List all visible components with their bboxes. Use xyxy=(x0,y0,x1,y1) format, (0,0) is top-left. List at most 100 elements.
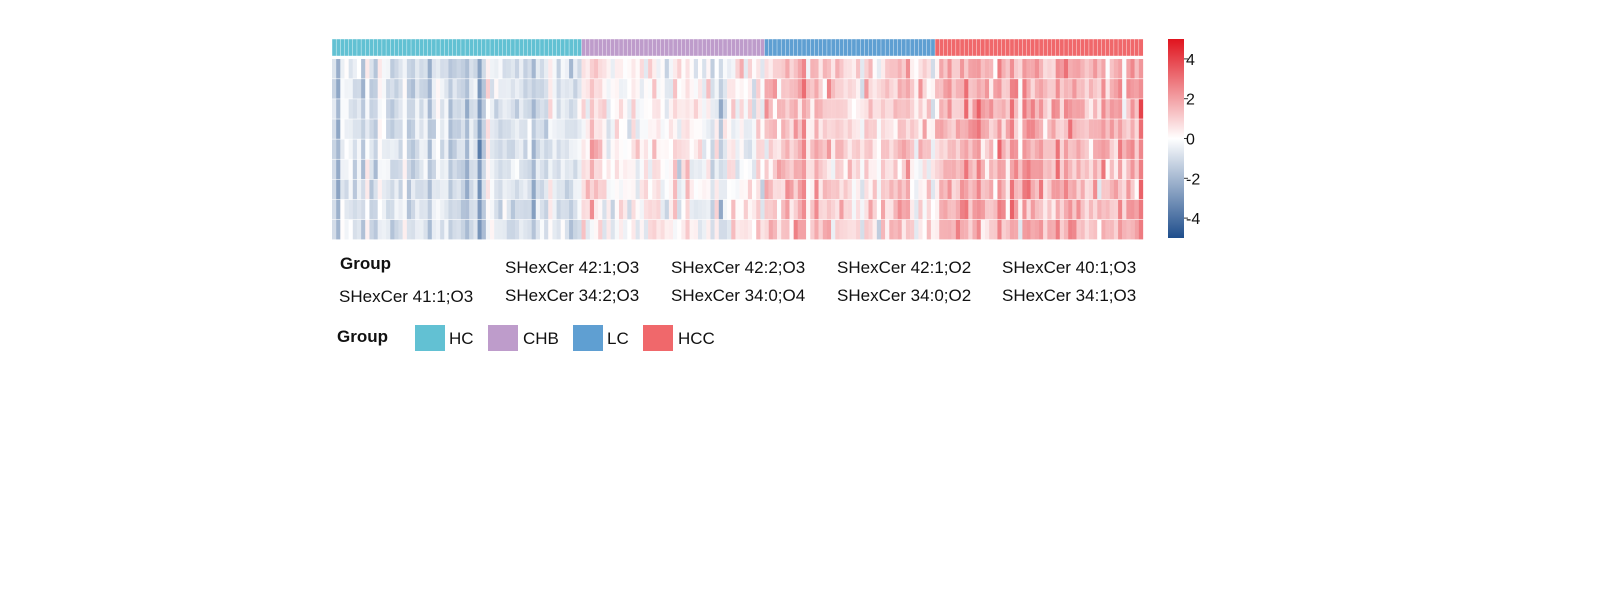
heatmap-cell xyxy=(980,99,986,119)
heatmap-cell xyxy=(668,219,674,240)
heatmap-cell xyxy=(810,159,815,180)
heatmap-cell xyxy=(494,219,499,240)
heatmap-cell xyxy=(673,119,678,139)
heatmap-cell xyxy=(427,99,432,119)
heatmap-cell xyxy=(369,179,374,200)
heatmap-cell xyxy=(1039,119,1044,139)
heatmap-cell xyxy=(960,139,965,159)
heatmap-cell xyxy=(668,59,674,79)
heatmap-cell xyxy=(781,119,786,139)
heatmap-cell xyxy=(930,59,936,79)
annotation-cell-chb xyxy=(710,38,716,57)
heatmap-cell xyxy=(390,179,395,200)
heatmap-cell xyxy=(989,99,994,119)
heatmap-cell xyxy=(697,199,703,220)
color-scale-tick-label: -4 xyxy=(1186,211,1200,228)
heatmap-cell xyxy=(1018,199,1023,220)
heatmap-cell xyxy=(506,119,511,139)
heatmap-cell xyxy=(714,179,719,200)
heatmap-cell xyxy=(1101,179,1106,200)
heatmap-cell xyxy=(1138,79,1144,99)
heatmap-cell xyxy=(398,59,403,79)
heatmap-cell xyxy=(789,79,794,99)
heatmap-cell xyxy=(502,59,507,79)
heatmap-cell xyxy=(635,139,640,159)
heatmap-cell xyxy=(352,159,358,180)
heatmap-cell xyxy=(465,79,470,99)
heatmap-cell xyxy=(564,199,570,220)
heatmap-cell xyxy=(444,59,449,79)
heatmap-cell xyxy=(394,219,399,240)
heatmap-cell xyxy=(1134,219,1139,240)
heatmap-cell xyxy=(968,59,973,79)
heatmap-cell xyxy=(635,99,640,119)
heatmap-cell xyxy=(419,59,424,79)
heatmap-cell xyxy=(361,139,366,159)
heatmap-cell xyxy=(377,139,383,159)
heatmap-cell xyxy=(702,179,707,200)
heatmap-cell xyxy=(868,79,873,99)
heatmap-cell xyxy=(1018,119,1023,139)
heatmap-cell xyxy=(352,59,358,79)
heatmap-cell xyxy=(377,59,383,79)
heatmap-cell xyxy=(810,79,815,99)
heatmap-cell xyxy=(722,159,728,180)
heatmap-cell xyxy=(777,119,782,139)
heatmap-cell xyxy=(955,79,961,99)
annotation-cell-hcc xyxy=(1097,38,1102,57)
heatmap-cell xyxy=(777,139,782,159)
annotation-cell-hcc xyxy=(1026,38,1032,57)
heatmap-cell xyxy=(1059,219,1065,240)
heatmap-cell xyxy=(1109,139,1115,159)
heatmap-cell xyxy=(481,199,487,220)
heatmap-cell xyxy=(652,199,657,220)
heatmap-cell xyxy=(801,159,807,180)
heatmap-cell xyxy=(1072,219,1077,240)
heatmap-cell xyxy=(652,99,657,119)
heatmap-cell xyxy=(735,179,740,200)
heatmap-cell xyxy=(573,59,578,79)
heatmap-cell xyxy=(785,99,790,119)
heatmap-cell xyxy=(386,199,391,220)
heatmap-cell xyxy=(639,179,645,200)
heatmap-cell xyxy=(527,159,532,180)
heatmap-cell xyxy=(469,139,474,159)
heatmap-cell xyxy=(552,99,557,119)
heatmap-cell xyxy=(440,99,445,119)
heatmap-cell xyxy=(984,219,990,240)
heatmap-cell xyxy=(955,219,961,240)
heatmap-cell xyxy=(1009,119,1015,139)
heatmap-cell xyxy=(344,179,349,200)
heatmap-cell xyxy=(510,119,516,139)
heatmap-cell xyxy=(577,199,582,220)
heatmap-cell xyxy=(702,159,707,180)
annotation-cell-hcc xyxy=(1117,38,1123,57)
heatmap-cell xyxy=(926,199,932,220)
heatmap-cell xyxy=(806,119,811,139)
heatmap-cell xyxy=(490,79,495,99)
heatmap-cell xyxy=(1101,119,1106,139)
heatmap-cell xyxy=(1118,59,1123,79)
heatmap-cell xyxy=(756,219,761,240)
heatmap-cell xyxy=(860,159,865,180)
heatmap-cell xyxy=(627,139,632,159)
heatmap-cell xyxy=(552,119,557,139)
heatmap-cell xyxy=(506,199,511,220)
heatmap-cell xyxy=(535,79,541,99)
heatmap-cell xyxy=(452,99,457,119)
heatmap-cell xyxy=(1084,79,1090,99)
annotation-cell-hcc xyxy=(972,38,978,57)
heatmap-cell xyxy=(1080,219,1085,240)
heatmap-cell xyxy=(635,219,640,240)
heatmap-cell xyxy=(777,199,782,220)
heatmap-cell xyxy=(614,59,620,79)
heatmap-cell xyxy=(494,159,499,180)
heatmap-cell xyxy=(693,119,699,139)
heatmap-cell xyxy=(1047,219,1052,240)
annotation-cell-hcc xyxy=(959,38,965,57)
heatmap-cell xyxy=(560,99,566,119)
heatmap-cell xyxy=(535,59,541,79)
heatmap-cell xyxy=(573,199,578,220)
heatmap-cell xyxy=(1009,139,1015,159)
heatmap-cell xyxy=(1001,119,1006,139)
